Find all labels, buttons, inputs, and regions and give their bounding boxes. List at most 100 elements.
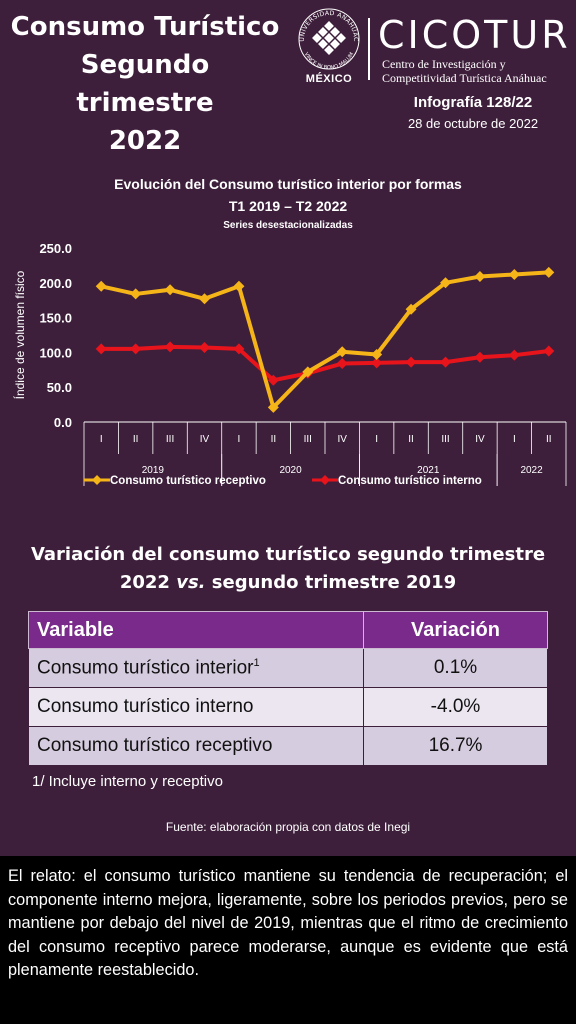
x-tick-label: II (408, 434, 414, 445)
variation-title: Variación del consumo turístico segundo … (0, 541, 576, 597)
data-point (474, 271, 486, 283)
x-tick-label: III (441, 434, 449, 445)
data-point (233, 343, 245, 355)
data-point (543, 266, 555, 278)
row-label: Consumo turístico interno (28, 687, 364, 727)
data-point (95, 280, 107, 292)
y-tick-label: 200.0 (39, 276, 72, 291)
x-tick-label: IV (475, 434, 485, 445)
x-tick-label: III (304, 434, 312, 445)
data-point (508, 349, 520, 361)
line-chart: Índice de volumen físico 0.0 50.0 100.0 150.… (12, 241, 567, 487)
data-point (302, 366, 314, 378)
x-tick-label: I (513, 434, 516, 445)
column-header-variation: Variación (363, 611, 548, 649)
x-tick-label: II (271, 434, 277, 445)
legend-marker (320, 475, 330, 485)
publication-date: 28 de octubre de 2022 (407, 116, 539, 131)
row-label-text: Consumo turístico interior (37, 657, 254, 679)
data-point (405, 303, 417, 315)
data-point (336, 358, 348, 370)
variation-title-text: segundo trimestre 2019 (205, 572, 457, 593)
legend-label: Consumo turístico receptivo (110, 475, 266, 487)
row-label: Consumo turístico receptivo (28, 726, 364, 766)
data-point (199, 293, 210, 305)
data-point (543, 345, 555, 357)
data-point (336, 346, 348, 358)
data-point (440, 277, 451, 289)
data-point (95, 343, 107, 355)
story-text: El relato: el consumo turístico mantiene… (8, 867, 568, 979)
y-tick-label: 50.0 (47, 380, 72, 395)
row-value: -4.0% (363, 687, 548, 727)
variation-title-line: Variación del consumo turístico segundo … (30, 544, 546, 565)
title-line: 2022 (108, 126, 182, 156)
data-point (474, 351, 486, 363)
university-country: MÉXICO (305, 73, 353, 85)
x-tick-label: II (546, 434, 552, 445)
cicotur-logo: CICOTUR (378, 13, 571, 57)
variation-title-line: 2022 vs. segundo trimestre 2019 (0, 569, 576, 597)
year-label: 2019 (142, 465, 165, 476)
infographic-number: Infografía 128/22 (413, 94, 533, 111)
chart-title: Evolución del Consumo turístico interior… (114, 176, 462, 192)
header-divider (368, 18, 370, 80)
chart-subtitle: T1 2019 – T2 2022 (228, 198, 348, 214)
infographic-title: Consumo Turístico Segundo trimestre 2022 (10, 8, 280, 160)
cicotur-subtitle-line: Competitividad Turística Anáhuac (382, 71, 547, 85)
title-line: Segundo trimestre (76, 50, 214, 118)
data-point (164, 341, 176, 353)
x-tick-label: III (166, 434, 174, 445)
legend-marker (92, 475, 102, 485)
column-header-variable: Variable (28, 611, 364, 649)
y-tick-label: 150.0 (39, 311, 72, 326)
series-line (101, 344, 550, 383)
data-point (508, 268, 520, 280)
x-tick-label: II (133, 434, 139, 445)
footnote-marker: 1 (253, 656, 260, 669)
variation-title-text: 2022 (119, 572, 177, 593)
y-axis-label: Índice de volumen físico (12, 270, 27, 399)
data-point (267, 374, 279, 386)
table-row: Consumo turístico receptivo 16.7% (28, 726, 548, 766)
variation-title-vs: vs. (176, 572, 206, 593)
table-footnote: 1/ Incluye interno y receptivo (32, 773, 223, 790)
title-line: Consumo Turístico (10, 12, 280, 42)
row-value: 16.7% (363, 726, 548, 766)
y-tick-label: 250.0 (39, 241, 72, 256)
data-point (267, 401, 279, 413)
x-tick-label: I (375, 434, 378, 445)
x-tick-label: IV (337, 434, 347, 445)
year-label: 2020 (279, 465, 302, 476)
data-point (371, 357, 383, 369)
cicotur-subtitle-line: Centro de Investigación y (382, 57, 506, 71)
data-point (233, 280, 245, 292)
series-line (100, 270, 549, 410)
year-label: 2021 (417, 465, 440, 476)
data-point (130, 288, 142, 300)
table-header-row: Variable Variación (28, 611, 548, 649)
x-tick-label: IV (200, 434, 210, 445)
y-tick-label: 0.0 (54, 415, 72, 430)
row-label: Consumo turístico interior1 (28, 648, 364, 688)
cicotur-subtitle: Centro de Investigación y Competitividad… (382, 57, 547, 85)
y-tick-label: 100.0 (39, 345, 72, 360)
chart-note: Series desestacionalizadas (223, 220, 353, 231)
source-note: Fuente: elaboración propia con datos de … (165, 820, 411, 834)
data-point (371, 348, 383, 360)
data-point (440, 356, 451, 368)
data-point (405, 356, 417, 368)
row-value: 0.1% (363, 648, 548, 688)
legend-label: Consumo turístico interno (338, 475, 482, 487)
table-row: Consumo turístico interno -4.0% (28, 687, 548, 727)
data-point (199, 342, 210, 354)
data-point (164, 284, 176, 296)
x-tick-label: I (238, 434, 241, 445)
year-label: 2022 (520, 465, 543, 476)
data-point (130, 343, 142, 355)
university-seal-logo: UNIVERSIDAD ANÁHUAC VINCE IN BONO MALUM (298, 8, 360, 70)
variation-table: Variable Variación Consumo turístico int… (28, 611, 548, 766)
story-box: El relato: el consumo turístico mantiene… (0, 856, 576, 1024)
table-row: Consumo turístico interior1 0.1% (28, 648, 548, 688)
x-tick-label: I (100, 434, 103, 445)
